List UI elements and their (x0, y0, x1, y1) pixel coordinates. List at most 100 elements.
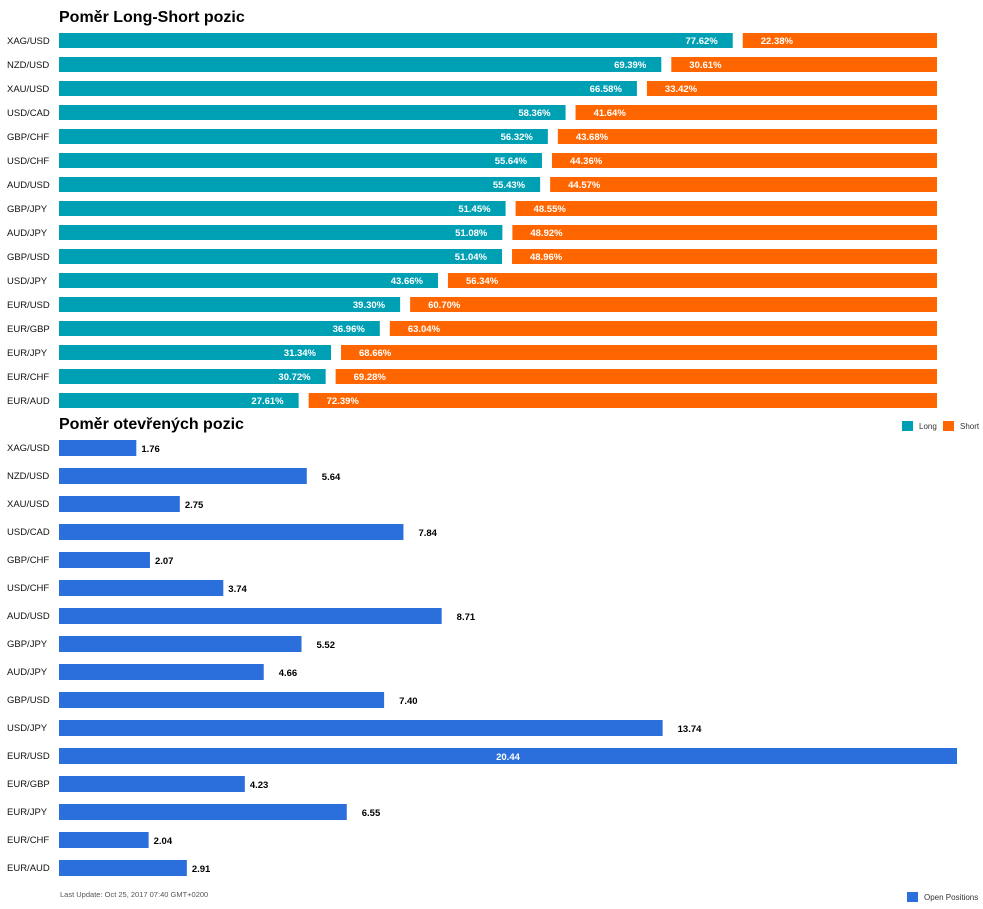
category-label-eur-chf: EUR/CHF (7, 372, 49, 383)
category-label-gbp-jpy: GBP/JPY (7, 204, 48, 215)
legend-label-open: Open Positions (924, 892, 979, 902)
chart-title-long-short: Poměr Long-Short pozic (59, 9, 245, 26)
category-label-eur-aud: EUR/AUD (7, 396, 50, 407)
category-label-xag-usd: XAG/USD (7, 36, 50, 47)
bar-open-eur-jpy (59, 804, 347, 820)
data-label-short-gbp-usd: 48.96% (530, 252, 563, 263)
bar-short-eur-gbp (389, 321, 937, 336)
bar-short-xau-usd (646, 81, 937, 96)
data-label-short-eur-jpy: 68.66% (359, 348, 392, 359)
category-label-usd-chf: USD/CHF (7, 156, 49, 167)
data-label-short-gbp-jpy: 48.55% (534, 204, 567, 215)
bar-short-aud-jpy (512, 225, 937, 240)
data-label-short-aud-jpy: 48.92% (530, 228, 563, 239)
bar-open-usd-cad (59, 524, 404, 540)
legend-swatch-short (943, 421, 954, 431)
bar-open-eur-chf (59, 832, 149, 848)
data-label-open-eur-aud: 2.91 (192, 864, 211, 875)
bar-open-aud-usd (59, 608, 442, 624)
bar-short-gbp-chf (557, 129, 937, 144)
legend-label-short: Short (960, 421, 980, 431)
bar-long-xag-usd (59, 33, 733, 48)
bar-short-usd-jpy (447, 273, 937, 288)
data-label-short-eur-usd: 60.70% (428, 300, 461, 311)
bar-long-gbp-jpy (59, 201, 506, 216)
bar-long-eur-aud (59, 393, 299, 408)
legend-item-long[interactable]: Long (902, 421, 937, 431)
data-label-open-usd-chf: 3.74 (228, 584, 247, 595)
bar-short-gbp-usd (512, 249, 937, 264)
category-label-xau-usd: XAU/USD (7, 84, 49, 95)
bar-long-eur-chf (59, 369, 326, 384)
data-label-short-nzd-usd: 30.61% (689, 60, 722, 71)
data-label-short-xau-usd: 33.42% (665, 84, 698, 95)
bar-open-eur-gbp (59, 776, 245, 792)
bar-open-gbp-jpy (59, 636, 302, 652)
data-label-long-usd-cad: 58.36% (518, 108, 551, 119)
bar-long-eur-usd (59, 297, 401, 312)
category-label-open-aud-usd: AUD/USD (7, 611, 50, 622)
bar-open-gbp-usd (59, 692, 385, 708)
category-label-open-usd-chf: USD/CHF (7, 583, 49, 594)
category-label-open-gbp-usd: GBP/USD (7, 695, 50, 706)
category-label-open-eur-aud: EUR/AUD (7, 863, 50, 874)
legend-swatch-long (902, 421, 913, 431)
bar-long-usd-jpy (59, 273, 438, 288)
data-label-open-gbp-jpy: 5.52 (317, 640, 336, 651)
data-label-long-eur-jpy: 31.34% (284, 348, 317, 359)
bar-open-eur-aud (59, 860, 187, 876)
data-label-open-nzd-usd: 5.64 (322, 472, 341, 483)
data-label-long-gbp-chf: 56.32% (501, 132, 534, 143)
bar-long-eur-gbp (59, 321, 380, 336)
data-label-open-gbp-usd: 7.40 (399, 696, 418, 707)
chart-title-open-positions: Poměr otevřených pozic (59, 416, 244, 433)
bar-short-nzd-usd (671, 57, 937, 72)
category-label-open-eur-usd: EUR/USD (7, 751, 50, 762)
data-label-short-usd-jpy: 56.34% (466, 276, 499, 287)
bar-open-usd-chf (59, 580, 224, 596)
data-label-open-eur-usd: 20.44 (496, 752, 520, 763)
bar-short-usd-cad (575, 105, 937, 120)
data-label-long-xag-usd: 77.62% (686, 36, 719, 47)
legend-item-short[interactable]: Short (943, 421, 979, 431)
bar-open-aud-jpy (59, 664, 264, 680)
bar-long-aud-jpy (59, 225, 503, 240)
bar-open-xag-usd (59, 440, 137, 456)
category-label-eur-usd: EUR/USD (7, 300, 50, 311)
data-label-long-usd-chf: 55.64% (495, 156, 528, 167)
bar-short-gbp-jpy (515, 201, 937, 216)
data-label-open-xau-usd: 2.75 (185, 500, 204, 511)
category-label-open-xag-usd: XAG/USD (7, 443, 50, 454)
category-label-eur-gbp: EUR/GBP (7, 324, 50, 335)
data-label-long-eur-usd: 39.30% (353, 300, 386, 311)
category-label-usd-cad: USD/CAD (7, 108, 50, 119)
data-label-open-usd-cad: 7.84 (418, 528, 437, 539)
bar-open-xau-usd (59, 496, 180, 512)
bar-long-gbp-chf (59, 129, 548, 144)
bar-long-xau-usd (59, 81, 637, 96)
category-label-gbp-usd: GBP/USD (7, 252, 50, 263)
data-label-open-eur-jpy: 6.55 (362, 808, 381, 819)
category-label-nzd-usd: NZD/USD (7, 60, 49, 71)
bar-short-usd-chf (551, 153, 937, 168)
data-label-open-usd-jpy: 13.74 (678, 724, 702, 735)
data-label-long-eur-chf: 30.72% (278, 372, 311, 383)
data-label-short-aud-usd: 44.57% (568, 180, 601, 191)
data-label-short-usd-cad: 41.64% (594, 108, 627, 119)
legend-item-open-positions[interactable]: Open Positions (907, 892, 978, 902)
data-label-long-aud-jpy: 51.08% (455, 228, 488, 239)
data-label-long-usd-jpy: 43.66% (391, 276, 424, 287)
data-label-open-aud-jpy: 4.66 (279, 668, 298, 679)
data-label-long-aud-usd: 55.43% (493, 180, 526, 191)
data-label-open-gbp-chf: 2.07 (155, 556, 174, 567)
bar-short-eur-chf (335, 369, 937, 384)
data-label-open-xag-usd: 1.76 (141, 444, 160, 455)
legend-swatch-open (907, 892, 918, 902)
bar-open-gbp-chf (59, 552, 150, 568)
bar-long-gbp-usd (59, 249, 503, 264)
data-label-long-nzd-usd: 69.39% (614, 60, 647, 71)
category-label-eur-jpy: EUR/JPY (7, 348, 48, 359)
category-label-open-gbp-jpy: GBP/JPY (7, 639, 48, 650)
data-label-long-gbp-usd: 51.04% (455, 252, 488, 263)
